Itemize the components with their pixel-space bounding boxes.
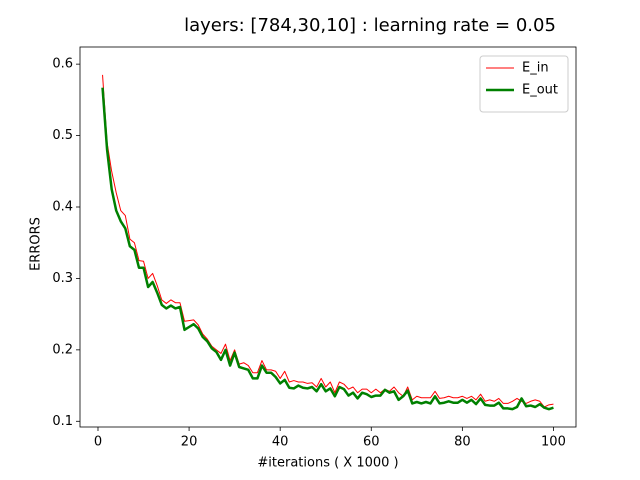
y-tick-label: 0.2	[52, 342, 73, 357]
y-tick-label: 0.4	[52, 200, 73, 215]
x-tick-label: 20	[181, 435, 198, 450]
legend-label: E_out	[522, 83, 558, 98]
series-line	[101, 87, 554, 411]
x-tick-label: 0	[94, 435, 102, 450]
y-tick-label: 0.6	[52, 57, 73, 72]
x-axis-label: #iterations ( X 1000 )	[257, 456, 398, 471]
y-axis-label: ERRORS	[29, 217, 44, 271]
x-tick-label: 40	[272, 435, 289, 450]
legend-box	[479, 55, 569, 113]
x-tick-label: 80	[454, 435, 471, 450]
y-tick-label: 0.5	[52, 128, 73, 143]
series-line	[102, 74, 554, 408]
chart-title: layers: [784,30,10] : learning rate = 0.…	[184, 15, 556, 36]
x-tick-label: 60	[363, 435, 380, 450]
y-tick-label: 0.1	[52, 414, 73, 429]
legend-label: E_in	[522, 61, 549, 76]
plot-frame	[79, 46, 577, 428]
y-tick-label: 0.3	[52, 271, 73, 286]
x-tick-label: 100	[541, 435, 566, 450]
